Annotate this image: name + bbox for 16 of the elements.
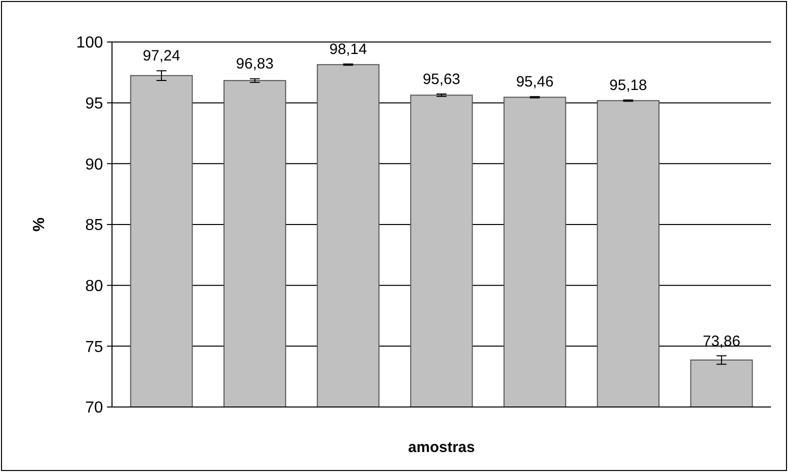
data-label: 73,86 [702,332,740,350]
data-label: 95,46 [516,74,554,91]
data-label: 98,14 [329,41,367,58]
y-tick-label: 80 [85,278,104,295]
y-tick-label: 85 [85,217,104,234]
y-tick-label: 90 [85,156,104,174]
data-label: 97,24 [142,48,180,65]
y-tick-label: 75 [85,338,104,356]
data-label: 96,83 [236,56,274,73]
y-tick-label: 95 [85,95,104,112]
y-axis-title: % [31,217,48,232]
y-tick-label: 70 [85,400,104,417]
data-label: 95,18 [609,77,647,94]
x-axis-title: amostras [408,439,475,456]
y-tick-label: 100 [76,34,104,52]
data-label: 95,63 [422,70,460,88]
